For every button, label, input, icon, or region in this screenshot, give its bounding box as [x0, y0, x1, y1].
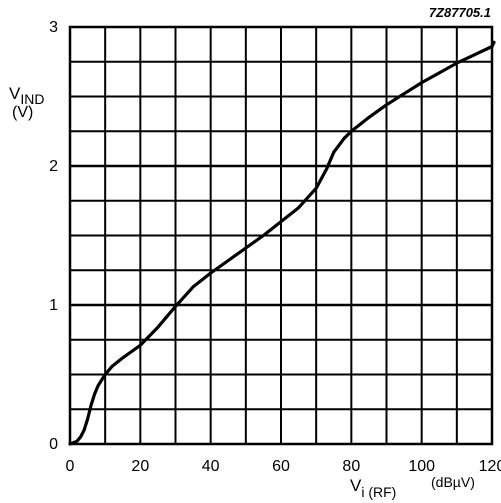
- x-tick-label: 40: [202, 458, 220, 475]
- y-tick-label: 2: [49, 158, 58, 175]
- y-tick-label: 0: [49, 436, 58, 453]
- x-axis-label-sub: i (RF): [361, 484, 396, 500]
- x-tick-label: 80: [342, 458, 360, 475]
- x-tick-label: 60: [272, 458, 290, 475]
- y-axis-label: VIND: [9, 84, 44, 107]
- x-tick-label: 0: [66, 458, 75, 475]
- y-axis-label-sub: IND: [20, 91, 44, 107]
- x-axis-label-main: V: [350, 476, 362, 495]
- y-axis-unit: (V): [12, 104, 33, 121]
- x-axis-unit: (dBµV): [431, 474, 475, 490]
- y-tick-label: 1: [49, 297, 58, 314]
- figure-code: 7Z87705.1: [429, 5, 491, 20]
- y-tick-label: 3: [49, 19, 58, 36]
- x-tick-label: 20: [131, 458, 149, 475]
- horizontal-grid-lines: [70, 60, 492, 411]
- x-tick-label: 120: [479, 458, 501, 475]
- x-axis-label: Vi (RF): [350, 476, 396, 500]
- series-line: [68, 40, 496, 446]
- x-tick-labels: 0 20 40 60 80 100 120: [66, 458, 501, 475]
- plot-frame: [68, 25, 494, 446]
- y-tick-labels: 0 1 2 3: [49, 19, 58, 453]
- y-axis-label-main: V: [9, 84, 21, 103]
- x-tick-label: 100: [408, 458, 435, 475]
